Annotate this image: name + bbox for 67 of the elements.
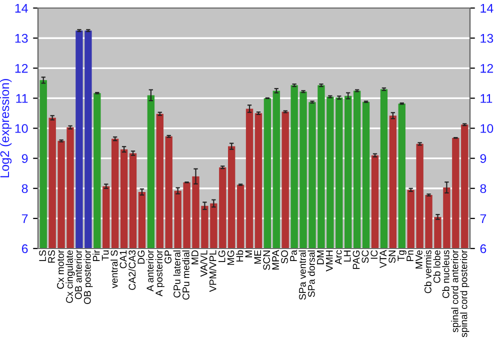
- y2-tick-label: 6: [480, 244, 486, 254]
- y-tick-label: 11: [16, 94, 28, 103]
- y2-tick-label: 9: [480, 154, 486, 163]
- y-tick-label: 7: [22, 214, 28, 223]
- y2-tick-label: 13: [480, 34, 494, 43]
- x-tick-label: LS: [39, 250, 46, 261]
- x-tick-label: CA2/CA3: [128, 250, 136, 290]
- x-tick-label: LH: [344, 250, 351, 262]
- x-tick-label: A posterior: [155, 250, 164, 296]
- x-tick-label: IC: [370, 250, 378, 259]
- y2-tick-label: 8: [480, 184, 486, 194]
- x-tick-label: MPA: [272, 250, 279, 270]
- x-tick-label: Cb nucleus: [442, 250, 450, 298]
- x-tick-label: Arc: [334, 250, 342, 264]
- x-tick-label: Tu: [102, 250, 109, 261]
- x-tick-label: Pir: [92, 250, 100, 261]
- x-tick-label: Cx cingulate: [66, 250, 75, 303]
- y-tick-label: 6: [22, 244, 28, 254]
- x-tick-label: LG: [218, 250, 226, 262]
- x-tick-label: Hb: [236, 250, 244, 262]
- x-tick-label: OB posterior: [84, 250, 93, 304]
- x-tick-label: SPa dorsal: [308, 250, 315, 297]
- x-tick-label: Cb vermis: [424, 250, 432, 294]
- y2-tick-label: 12: [480, 64, 493, 73]
- x-tick-label: MVe: [416, 250, 422, 269]
- x-tick-label: OB anterior: [74, 250, 82, 300]
- y2-tick-label: 11: [480, 94, 492, 103]
- x-tick-label: SN: [388, 250, 396, 263]
- x-tick-label: SO: [281, 250, 288, 264]
- x-tick-label: PAG: [352, 250, 360, 269]
- x-tick-label: ventral S: [110, 250, 118, 288]
- x-tick-label: Pn: [406, 250, 414, 261]
- x-tick-label: SCN: [263, 250, 270, 270]
- x-tick-label: DG: [138, 250, 145, 264]
- x-tick-label: MG: [227, 250, 234, 265]
- x-tick-label: SPa ventral: [298, 250, 306, 300]
- x-tick-label: Tg: [398, 250, 406, 262]
- y-tick-label: 13: [15, 34, 28, 43]
- x-tick-label: VTA: [380, 250, 386, 268]
- y-tick-label: 12: [15, 64, 28, 73]
- x-tick-label: CPu medial: [182, 250, 190, 300]
- y2-tick-label: 10: [480, 124, 494, 133]
- x-tick-label: CA1: [120, 250, 127, 268]
- x-tick-label: Cb lobe: [433, 250, 440, 283]
- y2-tick-label: 14: [480, 4, 494, 13]
- x-tick-label: VPM/VPL: [209, 250, 216, 292]
- x-tick-label: spinal cord posterior: [460, 250, 470, 338]
- y-axis-title: Log2 (expression): [0, 79, 12, 178]
- x-tick-label: DM: [317, 250, 324, 264]
- x-tick-label: M: [245, 250, 252, 258]
- y-tick-label: 10: [15, 124, 28, 133]
- x-tick-label: Pa: [290, 250, 297, 261]
- x-tick-label: VMH: [326, 250, 333, 272]
- y2-tick-label: 7: [480, 214, 486, 223]
- y-tick-label: 8: [22, 184, 28, 194]
- x-tick-label: RS: [48, 250, 55, 263]
- x-tick-label: CPu lateral: [173, 250, 180, 298]
- x-tick-label: SC: [362, 250, 369, 263]
- x-tick-label: GP: [164, 250, 172, 264]
- x-tick-label: MD: [192, 250, 198, 264]
- x-tick-label: Cx motor: [57, 250, 64, 289]
- x-tick-label: A anterior: [146, 250, 154, 292]
- x-tick-label: VA/VL: [200, 250, 208, 277]
- x-tick-label: spinal cord anterior: [451, 250, 460, 332]
- y-tick-label: 9: [22, 154, 28, 163]
- y-tick-label: 14: [15, 4, 28, 13]
- x-tick-label: ME: [254, 250, 261, 264]
